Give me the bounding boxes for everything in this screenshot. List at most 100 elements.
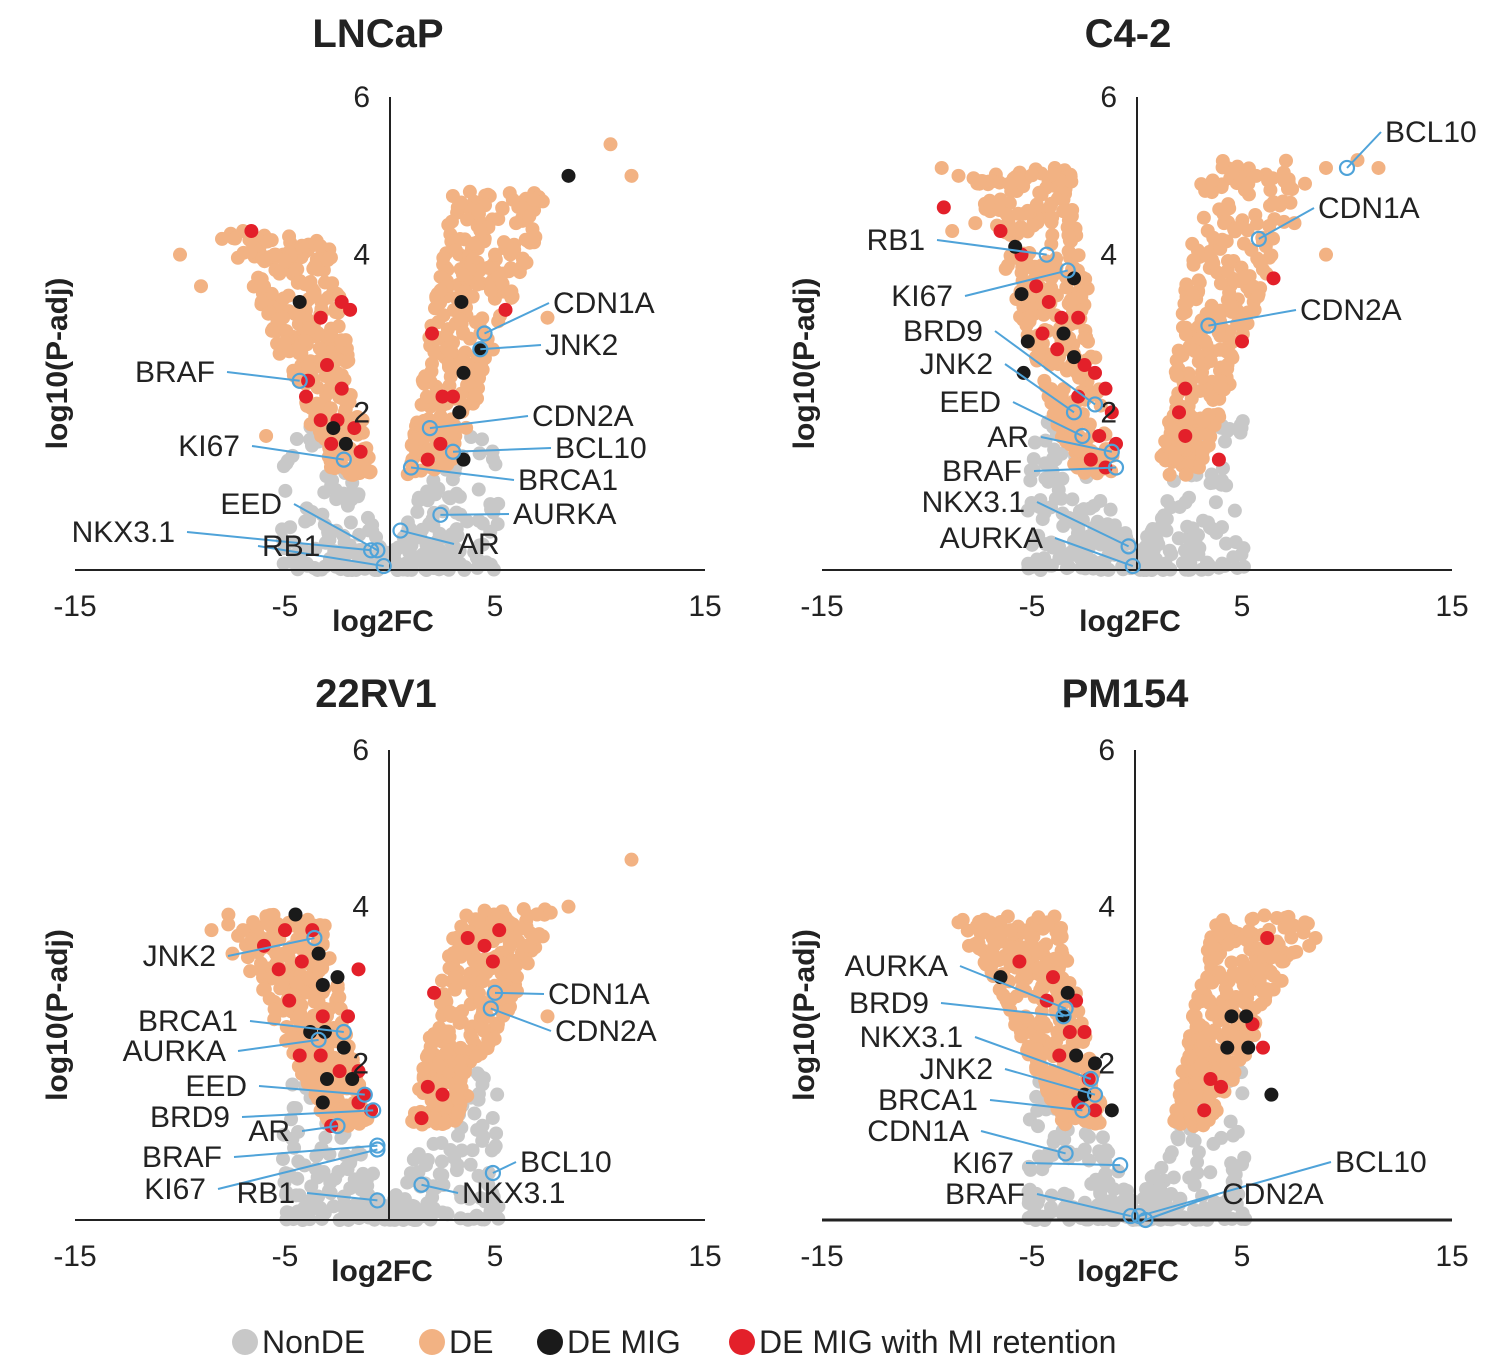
gene-label: BCL10: [555, 432, 647, 465]
annotation-leader: [410, 466, 515, 481]
highlighted-gene-marker: [484, 1164, 501, 1182]
highlighted-gene-marker: [1250, 230, 1267, 247]
nonde-point: [490, 1087, 505, 1102]
de-mig-mi-point: [351, 962, 366, 977]
de-point: [1241, 187, 1256, 202]
de-point: [1242, 923, 1257, 938]
nonde-point: [471, 482, 486, 497]
nonde-point: [304, 438, 319, 453]
de-point: [477, 903, 492, 918]
nonde-point: [1164, 547, 1179, 562]
de-mig-mi-point: [1077, 358, 1092, 373]
de-point: [277, 335, 292, 350]
de-point: [1221, 1023, 1236, 1038]
de-point: [999, 993, 1014, 1008]
nonde-point: [472, 446, 487, 461]
de-mig-point: [1224, 1009, 1239, 1024]
de-point: [476, 1020, 491, 1035]
de-mig-mi-point: [1041, 294, 1056, 309]
de-point: [962, 938, 976, 953]
de-point: [951, 915, 966, 930]
de-point: [1266, 968, 1281, 983]
annotation-leader: [1138, 1161, 1332, 1218]
de-point: [1000, 258, 1015, 273]
annotation-leader: [1145, 1193, 1219, 1221]
highlighted-gene-marker: [1112, 1157, 1129, 1174]
de-point: [243, 964, 258, 979]
de-point: [1029, 943, 1044, 958]
de-point: [264, 233, 279, 248]
de-point: [1081, 334, 1096, 349]
annotation-leader: [492, 1161, 517, 1174]
de-point: [987, 938, 1002, 953]
gene-label: BRAF: [142, 1141, 222, 1174]
x-axis-title: log2FC: [331, 1255, 433, 1288]
nonde-point: [400, 1211, 415, 1226]
de-point: [454, 195, 469, 210]
highlighted-gene-marker: [444, 443, 462, 460]
annotation-leader: [484, 302, 550, 335]
nonde-point: [1142, 1183, 1157, 1198]
nonde-point: [1052, 551, 1067, 566]
de-point: [1371, 160, 1386, 175]
gene-label: CDN2A: [532, 400, 634, 433]
nonde-point: [1066, 534, 1081, 549]
legend-label-de-mig-mi: DE MIG with MI retention: [759, 1324, 1116, 1360]
legend-label-de-mig: DE MIG: [567, 1324, 681, 1360]
de-point: [1000, 909, 1015, 924]
de-point: [298, 332, 313, 347]
panel-title: 22RV1: [315, 672, 437, 716]
de-point: [1180, 295, 1195, 310]
nonde-point: [397, 1192, 412, 1207]
de-point: [1241, 982, 1256, 997]
de-point: [1192, 383, 1207, 398]
x-tick-label: 5: [1234, 590, 1251, 623]
de-point: [1319, 160, 1333, 175]
y-tick-label: 2: [353, 396, 370, 429]
de-mig-mi-point: [1092, 428, 1107, 443]
de-point: [1192, 1017, 1207, 1032]
nonde-point: [463, 1157, 478, 1172]
de-point: [1182, 1049, 1197, 1064]
de-point: [308, 289, 323, 304]
de-mig-mi-point: [446, 389, 460, 404]
nonde-point: [1037, 551, 1052, 566]
de-point: [480, 1009, 495, 1024]
de-mig-point: [345, 1072, 360, 1086]
de-mig-point: [1241, 1040, 1256, 1055]
nonde-point: [467, 1106, 482, 1121]
de-mig-mi-points: [936, 200, 1281, 475]
annotation-leader: [959, 965, 1066, 1010]
annotation-leader: [980, 1130, 1066, 1155]
annotation-leader: [989, 1099, 1083, 1112]
de-mig-mi-point: [294, 954, 309, 969]
gene-label: NKX3.1: [922, 486, 1025, 519]
de-point: [1186, 253, 1201, 268]
nonde-point: [1041, 474, 1056, 489]
nonde-point: [1203, 1165, 1218, 1180]
nonde-point: [1098, 1155, 1113, 1170]
de-point: [1188, 1076, 1203, 1091]
gene-label: EED: [939, 386, 1001, 419]
de-mig-mi-point: [425, 326, 439, 341]
gene-label: BRCA1: [518, 464, 618, 497]
gene-label: AURKA: [123, 1035, 226, 1068]
de-point: [334, 333, 349, 348]
nonde-point: [1026, 452, 1041, 467]
de-point: [414, 415, 429, 430]
de-point: [526, 192, 541, 207]
de-point: [1225, 1072, 1240, 1087]
de-point: [277, 253, 292, 268]
annotation-leader: [233, 1144, 378, 1158]
highlighted-gene-marker: [291, 372, 308, 389]
highlighted-gene-marker: [365, 1102, 382, 1119]
de-point: [1213, 276, 1228, 291]
annotation-leader: [227, 937, 315, 957]
nonde-point: [1172, 499, 1187, 514]
x-tick-label: 5: [1234, 1240, 1251, 1273]
nonde-point: [323, 1175, 338, 1190]
de-point: [438, 1046, 453, 1061]
de-point: [1196, 1036, 1211, 1051]
